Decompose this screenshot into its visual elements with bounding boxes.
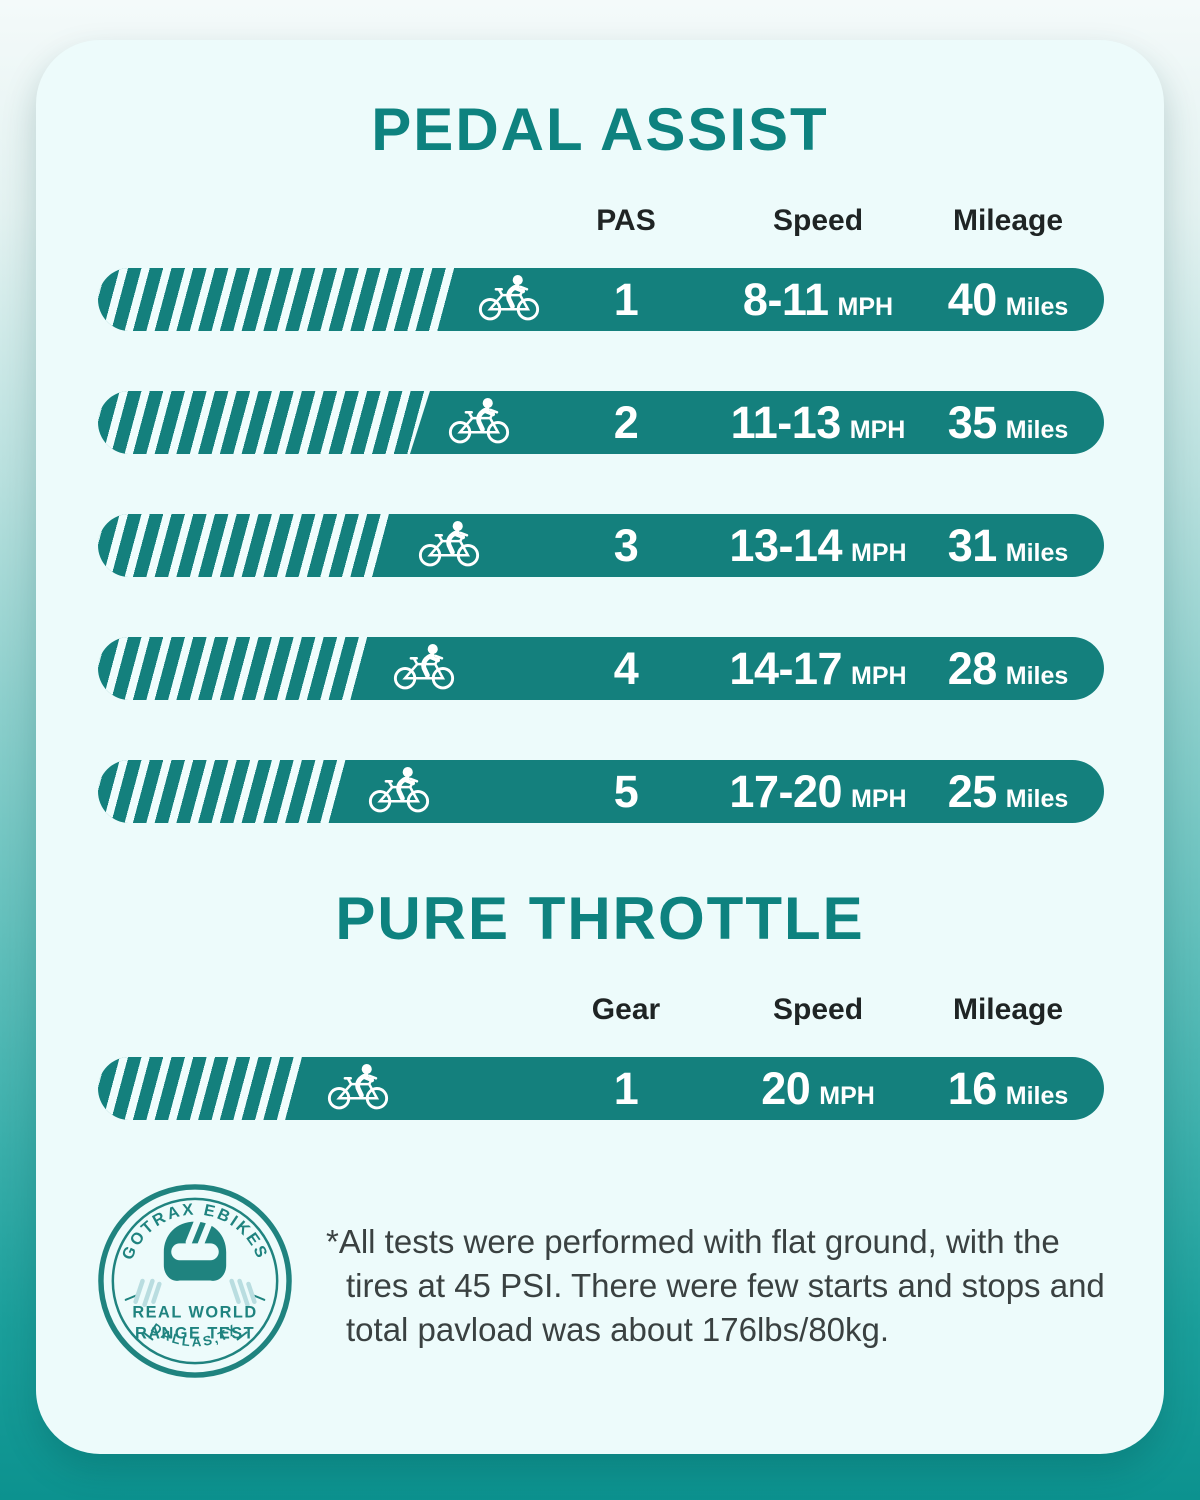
- stamp-center-line1: REAL WORLD: [132, 1304, 257, 1322]
- battery-fill-bar: [98, 268, 460, 331]
- gear-level: 1: [613, 1063, 639, 1114]
- mileage-cell: 28 Miles: [928, 637, 1088, 700]
- speed-value: 20: [761, 1063, 811, 1114]
- mileage-value: 25: [947, 766, 998, 817]
- pure-throttle-header-row: Gear Speed Mileage: [98, 989, 1104, 1031]
- pas-row-1: 1 8-11 MPH 40 Miles: [98, 268, 1104, 331]
- pas-row-3: 3 13-14 MPH 31 Miles: [98, 514, 1104, 577]
- speed-cell: 13-14 MPH: [698, 514, 938, 577]
- mileage-unit: Miles: [1005, 785, 1069, 813]
- speed-unit: MPH: [849, 416, 906, 444]
- speed-value: 17-20: [729, 766, 843, 817]
- throttle-row-1: 1 20 MPH 16 Miles: [98, 1057, 1104, 1120]
- pas-level: 2: [613, 397, 639, 448]
- pas-level: 3: [613, 520, 639, 571]
- mileage-cell: 35 Miles: [928, 391, 1088, 454]
- speed-value: 8-11: [742, 274, 829, 325]
- battery-fill-bar: [98, 1057, 309, 1120]
- pedal-assist-header-row: PAS Speed Mileage: [98, 200, 1104, 242]
- speed-lines-icon: [133, 1278, 257, 1307]
- mileage-value: 35: [947, 397, 998, 448]
- helmet-icon: [163, 1211, 227, 1281]
- pure-throttle-title: PURE THROTTLE: [335, 885, 865, 952]
- mileage-unit: Miles: [1005, 293, 1069, 321]
- speed-cell: 20 MPH: [698, 1057, 938, 1120]
- mileage-unit: Miles: [1005, 416, 1069, 444]
- test-disclaimer: *All tests were performed with flat grou…: [326, 1220, 1126, 1352]
- pedal-assist-title: PEDAL ASSIST: [371, 96, 829, 163]
- pas-level: 5: [613, 766, 639, 817]
- cyclist-icon: [448, 397, 510, 443]
- speed-unit: MPH: [819, 1082, 875, 1110]
- mileage-cell: 16 Miles: [928, 1057, 1088, 1120]
- header-speed: Speed: [772, 204, 864, 237]
- speed-unit: MPH: [851, 785, 907, 813]
- pas-row-5: 5 17-20 MPH 25 Miles: [98, 760, 1104, 823]
- pas-row-2: 2 11-13 MPH 35 Miles: [98, 391, 1104, 454]
- cyclist-icon: [418, 520, 479, 566]
- battery-fill-bar: [98, 391, 430, 454]
- cyclist-icon: [479, 274, 540, 320]
- pas-row-4: 4 14-17 MPH 28 Miles: [98, 637, 1104, 700]
- mileage-cell: 25 Miles: [928, 760, 1088, 823]
- footnote-line: *All tests were performed with flat grou…: [326, 1223, 1060, 1260]
- cyclist-icon: [393, 643, 454, 689]
- cyclist-icon: [328, 1063, 389, 1109]
- mileage-value: 40: [947, 274, 998, 325]
- cyclist-icon: [368, 766, 429, 812]
- battery-fill-bar: [98, 760, 350, 823]
- footer-section: GOTRAX EBIKES DALLAS,TX: [96, 1182, 1164, 1380]
- mileage-unit: Miles: [1005, 662, 1069, 690]
- speed-cell: 8-11 MPH: [698, 268, 938, 331]
- mileage-value: 31: [947, 520, 998, 571]
- mileage-unit: Miles: [1005, 539, 1069, 567]
- header-mileage: Mileage: [952, 993, 1064, 1026]
- speed-unit: MPH: [837, 293, 894, 321]
- speed-cell: 11-13 MPH: [698, 391, 938, 454]
- header-mileage: Mileage: [952, 204, 1064, 237]
- stamp-center-line2: RANGE TEST: [135, 1324, 255, 1342]
- content-card: PEDAL ASSIST PAS Speed Mileage 1 8-11 M: [36, 40, 1164, 1454]
- mileage-value: 16: [947, 1063, 998, 1114]
- header-speed: Speed: [772, 993, 864, 1026]
- speed-cell: 17-20 MPH: [698, 760, 938, 823]
- pas-level: 4: [613, 643, 639, 694]
- speed-cell: 14-17 MPH: [698, 637, 938, 700]
- header-pas: PAS: [596, 204, 656, 237]
- speed-value: 14-17: [729, 643, 843, 694]
- header-gear: Gear: [591, 993, 661, 1026]
- mileage-cell: 31 Miles: [928, 514, 1088, 577]
- mileage-unit: Miles: [1005, 1082, 1069, 1110]
- pas-level: 1: [613, 274, 639, 325]
- battery-fill-bar: [98, 637, 375, 700]
- mileage-cell: 40 Miles: [928, 268, 1088, 331]
- speed-unit: MPH: [851, 539, 907, 567]
- battery-fill-bar: [98, 514, 400, 577]
- range-test-stamp: GOTRAX EBIKES DALLAS,TX: [98, 1184, 292, 1378]
- footnote-line: total pavload was about 176lbs/80kg.: [346, 1311, 890, 1348]
- speed-value: 11-13: [730, 397, 842, 448]
- speed-value: 13-14: [729, 520, 843, 571]
- footnote-line: tires at 45 PSI. There were few starts a…: [346, 1267, 1105, 1304]
- mileage-value: 28: [947, 643, 998, 694]
- speed-unit: MPH: [851, 662, 907, 690]
